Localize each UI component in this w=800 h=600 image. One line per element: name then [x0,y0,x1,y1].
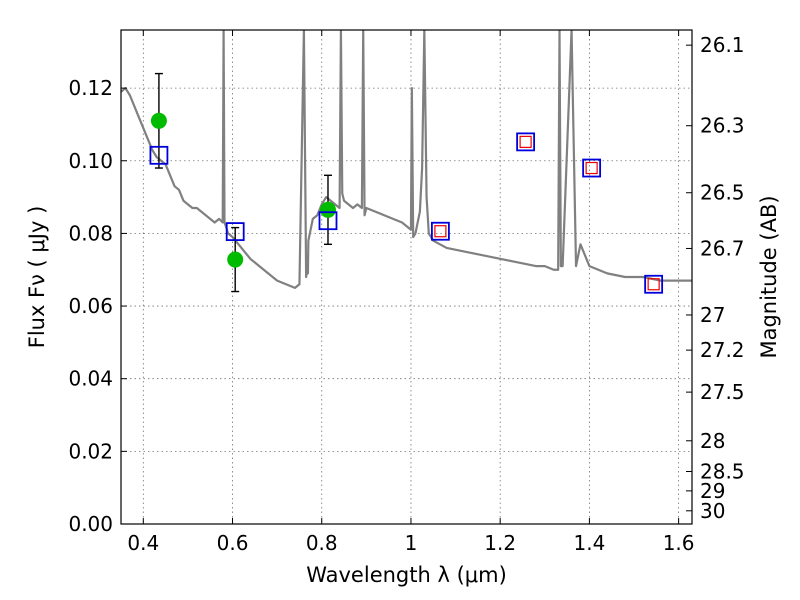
x-tick-label-0: 0.4 [127,531,159,555]
y2-tick-label-5: 27.2 [700,338,745,362]
y2-tick-label-3: 26.7 [700,236,745,260]
model-square-4 [516,132,536,152]
y2-tick-label-2: 26.5 [700,181,745,205]
model-square-5 [582,158,602,178]
y2-tick-label-8: 28.5 [700,460,745,484]
y-axis-label: Flux Fν ( μJy ) [25,206,49,349]
spectrum-line [121,30,692,289]
spectrum-layer [121,30,692,289]
y2-tick-label-4: 27 [700,303,725,327]
y-tick-label-4: 0.08 [68,221,113,245]
x-tick-label-6: 1.6 [663,531,695,555]
plot-frame [120,29,693,525]
model-square-inner-6 [647,278,660,291]
model-square-inner-4 [519,135,532,148]
model-square-1 [225,222,245,242]
y2-tick-label-7: 28 [700,429,725,453]
x-axis-ticks: 0.4 0.6 0.8 1 1.2 1.4 1.6 [127,30,695,555]
x-tick-label-5: 1.4 [573,531,605,555]
model-square-6 [644,274,664,294]
y2-axis-label: Magnitude (AB) [757,195,781,358]
observed-point-1 [227,251,244,268]
x-tick-label-1: 0.6 [217,531,249,555]
y2-tick-label-6: 27.5 [700,380,745,404]
y-tick-label-6: 0.12 [68,76,113,100]
y-tick-label-0: 0.00 [68,512,113,536]
x-axis-label: Wavelength λ (μm) [306,563,507,587]
x-tick-label-2: 0.8 [306,531,338,555]
observed-point-2 [319,201,336,218]
model-square-0 [149,145,169,165]
y2-tick-label-1: 26.3 [700,114,745,138]
grid-layer [121,30,692,525]
y-tick-label-5: 0.10 [68,149,113,173]
model-square-inner-5 [585,161,598,175]
observed-layer [150,112,336,268]
x-tick-label-4: 1.2 [484,531,516,555]
model-square-inner-3 [434,225,447,238]
y-axis-ticks: 0.00 0.02 0.04 0.06 0.08 0.10 0.12 [68,76,127,536]
y2-tick-label-9: 29 [700,479,725,503]
observed-point-0 [150,112,167,129]
model-square-2 [318,211,338,231]
y-tick-label-2: 0.04 [68,367,113,391]
y-tick-label-1: 0.02 [68,439,113,463]
y-tick-label-3: 0.06 [68,294,113,318]
y2-tick-label-10: 30 [700,499,725,523]
model-layer [149,132,664,294]
x-tick-label-3: 1 [405,531,418,555]
y2-tick-label-0: 26.1 [700,33,745,57]
model-square-3 [430,221,450,241]
